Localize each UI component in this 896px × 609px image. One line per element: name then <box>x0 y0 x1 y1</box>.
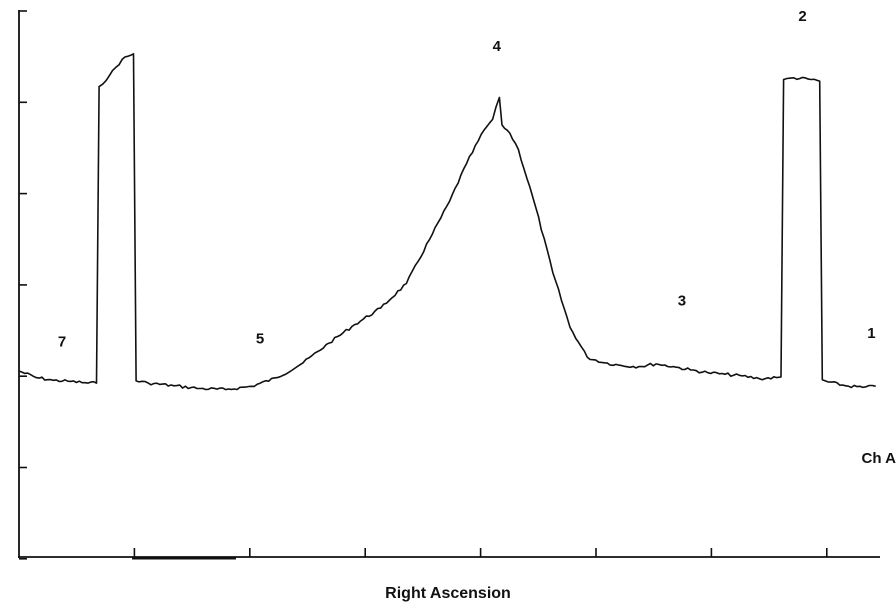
peak-label-2: 2 <box>798 8 806 25</box>
peak-label-7: 7 <box>58 333 66 350</box>
x-axis-title: Right Ascension <box>385 585 511 602</box>
peak-label-5: 5 <box>256 331 264 348</box>
series-line-ch-a <box>18 53 876 391</box>
annotations: 1234567 <box>58 8 876 350</box>
axes <box>18 10 880 560</box>
ticks <box>19 10 828 560</box>
peak-label-3: 3 <box>678 292 686 309</box>
peak-label-1: 1 <box>867 325 875 342</box>
peak-label-4: 4 <box>493 38 502 55</box>
series-label: Ch A <box>862 450 896 467</box>
